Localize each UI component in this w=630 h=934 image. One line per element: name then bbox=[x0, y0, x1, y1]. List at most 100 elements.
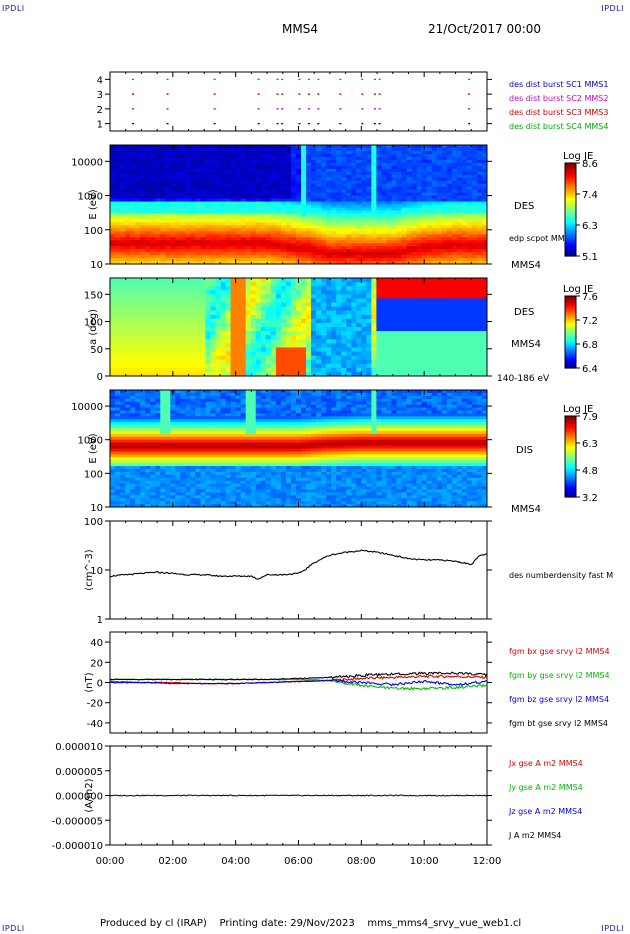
des-energy-spectrogram-cell bbox=[476, 145, 483, 149]
des-energy-spectrogram-cell bbox=[180, 183, 186, 188]
pitch-angle-spectrogram-cell bbox=[446, 310, 453, 316]
des-energy-spectrogram-cell bbox=[326, 147, 332, 152]
des-energy-spectrogram-cell bbox=[155, 183, 161, 188]
pitch-angle-spectrogram-cell bbox=[406, 298, 413, 303]
burst-mark bbox=[378, 78, 381, 81]
des-energy-spectrogram-cell bbox=[461, 150, 468, 155]
des-energy-spectrogram-cell bbox=[285, 156, 292, 161]
des-energy-spectrogram-cell bbox=[245, 171, 252, 176]
des-energy-spectrogram-cell bbox=[306, 219, 312, 223]
des-energy-spectrogram-cell bbox=[160, 162, 166, 167]
des-energy-spectrogram-cell bbox=[471, 207, 478, 211]
pitch-angle-spectrogram-cell bbox=[120, 290, 126, 295]
pitch-angle-spectrogram-cell bbox=[125, 339, 131, 344]
pitch-angle-spectrogram-cell bbox=[346, 359, 352, 365]
des-energy-spectrogram-cell bbox=[366, 237, 372, 241]
des-energy-spectrogram-cell bbox=[230, 210, 237, 214]
des-energy-spectrogram-cell bbox=[130, 145, 136, 149]
pitch-angle-spectrogram-cell bbox=[210, 306, 217, 312]
pitch-angle-spectrogram-cell bbox=[466, 290, 473, 295]
des-energy-spectrogram-cell bbox=[265, 237, 272, 241]
des-energy-spectrogram-cell bbox=[275, 198, 282, 203]
des-energy-spectrogram-cell bbox=[295, 183, 302, 188]
des-energy-spectrogram-cell bbox=[285, 183, 292, 188]
des-energy-spectrogram-cell bbox=[205, 189, 212, 194]
des-energy-spectrogram-cell bbox=[220, 237, 227, 241]
des-energy-spectrogram-cell bbox=[356, 156, 362, 161]
des-energy-spectrogram-cell bbox=[371, 171, 377, 176]
des-energy-spectrogram-cell bbox=[461, 252, 468, 256]
pitch-angle-spectrogram-cell bbox=[446, 294, 453, 299]
pitch-angle-spectrogram-cell bbox=[391, 335, 398, 340]
des-energy-spectrogram-cell bbox=[361, 228, 367, 232]
pitch-angle-spectrogram-cell bbox=[471, 282, 478, 287]
des-energy-spectrogram-cell bbox=[471, 201, 478, 205]
des-energy-spectrogram-cell bbox=[225, 174, 232, 179]
des-energy-spectrogram-cell bbox=[130, 189, 136, 194]
pitch-angle-spectrogram-cell bbox=[316, 286, 322, 291]
des-energy-spectrogram-cell bbox=[371, 168, 377, 173]
des-energy-spectrogram-cell bbox=[426, 180, 433, 185]
des-energy-spectrogram-cell bbox=[200, 171, 207, 176]
des-energy-spectrogram-cell bbox=[471, 183, 478, 188]
pitch-angle-spectrogram-cell bbox=[461, 335, 468, 340]
des-energy-spectrogram-cell bbox=[285, 240, 292, 244]
pitch-angle-spectrogram-cell bbox=[210, 339, 217, 344]
pitch-angle-spectrogram-cell bbox=[260, 306, 267, 312]
des-energy-spectrogram-cell bbox=[461, 145, 468, 149]
des-energy-spectrogram-cell bbox=[471, 189, 478, 194]
pitch-angle-spectrogram-cell bbox=[341, 298, 347, 303]
des-energy-spectrogram-cell bbox=[361, 189, 367, 194]
des-energy-spectrogram-cell bbox=[245, 228, 252, 232]
des-energy-spectrogram-cell bbox=[346, 177, 352, 182]
des-energy-spectrogram-cell bbox=[461, 258, 468, 262]
pitch-angle-spectrogram-cell bbox=[140, 306, 146, 312]
des-energy-spectrogram-cell bbox=[265, 261, 272, 265]
des-energy-spectrogram-cell bbox=[361, 219, 367, 223]
pitch-angle-spectrogram-cell bbox=[356, 331, 362, 336]
des-energy-spectrogram-cell bbox=[311, 255, 317, 259]
pitch-angle-spectrogram-cell bbox=[461, 294, 468, 299]
des-energy-spectrogram-cell bbox=[210, 150, 217, 155]
des-energy-spectrogram-cell bbox=[210, 255, 217, 259]
des-energy-spectrogram-cell bbox=[431, 255, 438, 259]
des-energy-spectrogram-cell bbox=[285, 228, 292, 232]
pitch-angle-spectrogram-cell bbox=[240, 290, 247, 295]
des-energy-spectrogram-cell bbox=[431, 150, 438, 155]
des-energy-spectrogram-cell bbox=[311, 153, 317, 158]
pitch-angle-spectrogram-cell bbox=[170, 339, 176, 344]
pitch-angle-spectrogram-cell bbox=[120, 359, 126, 365]
des-energy-spectrogram-cell bbox=[421, 159, 428, 164]
des-energy-spectrogram-cell bbox=[215, 249, 222, 253]
des-energy-spectrogram-cell bbox=[150, 177, 156, 182]
des-energy-spectrogram-cell bbox=[361, 171, 367, 176]
pitch-angle-spectrogram-cell bbox=[175, 359, 181, 365]
des-energy-spectrogram-cell bbox=[240, 201, 247, 205]
des-energy-spectrogram-cell bbox=[235, 183, 242, 188]
des-energy-spectrogram-cell bbox=[416, 252, 423, 256]
des-energy-spectrogram-cell bbox=[165, 168, 171, 173]
des-energy-spectrogram-cell bbox=[346, 201, 352, 205]
pitch-angle-spectrogram-cell bbox=[451, 359, 458, 365]
pitch-angle-spectrogram-cell bbox=[165, 359, 171, 365]
pitch-angle-spectrogram-cell bbox=[326, 298, 332, 303]
des-energy-spectrogram-cell bbox=[150, 186, 156, 191]
pitch-angle-spectrogram-cell bbox=[381, 314, 387, 320]
des-energy-spectrogram-cell bbox=[205, 201, 212, 205]
pitch-angle-spectrogram-cell bbox=[371, 367, 377, 373]
pitch-angle-spectrogram-cell bbox=[110, 363, 116, 369]
des-energy-spectrogram-cell bbox=[436, 171, 443, 176]
pitch-angle-spectrogram-cell bbox=[411, 322, 418, 328]
des-energy-spectrogram-cell bbox=[290, 192, 297, 197]
des-energy-spectrogram-cell bbox=[301, 150, 307, 155]
des-energy-spectrogram-cell bbox=[225, 195, 232, 200]
des-energy-spectrogram-cell bbox=[376, 258, 382, 262]
des-energy-spectrogram-cell bbox=[240, 147, 247, 152]
des-energy-spectrogram-cell bbox=[155, 246, 161, 250]
des-energy-spectrogram-cell bbox=[185, 198, 191, 203]
des-energy-spectrogram-cell bbox=[175, 162, 181, 167]
pitch-angle-spectrogram-cell bbox=[270, 318, 277, 324]
des-energy-spectrogram-cell bbox=[396, 240, 403, 244]
des-energy-spectrogram-cell bbox=[306, 237, 312, 241]
des-energy-spectrogram-cell bbox=[321, 162, 327, 167]
